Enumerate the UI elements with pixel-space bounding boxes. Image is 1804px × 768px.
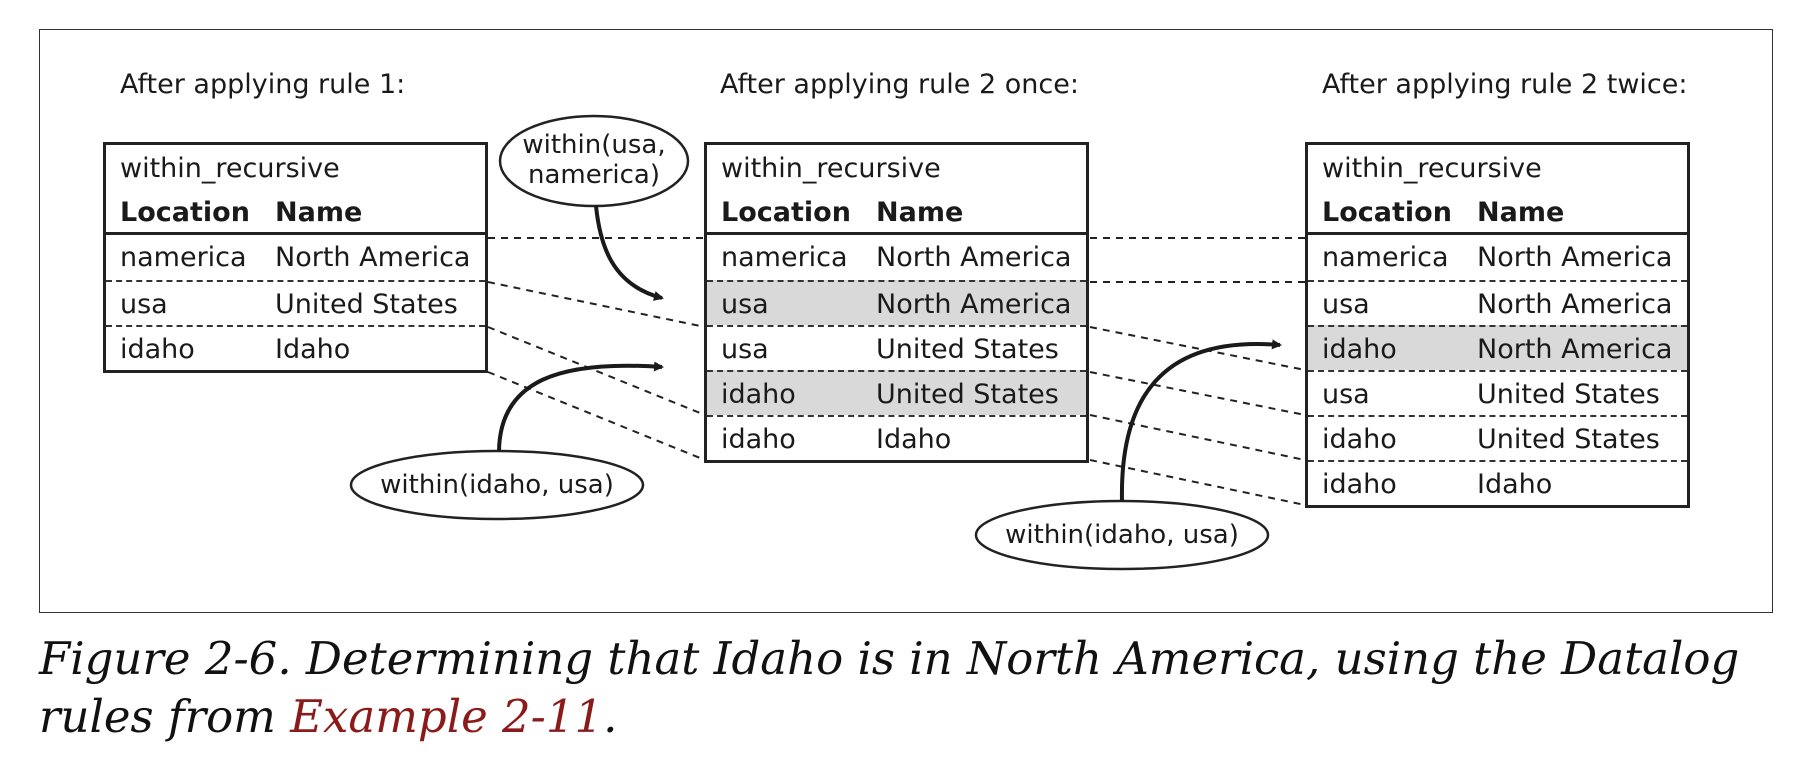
cell-name: Idaho — [1477, 469, 1552, 500]
cell-name: North America — [876, 289, 1071, 320]
arrow-curve — [1122, 344, 1280, 501]
table-row: namerica North America — [707, 235, 1086, 280]
table-header: within_recursive Location Name — [707, 145, 1086, 235]
cell-name: Idaho — [275, 334, 350, 365]
column-headers: Location Name — [721, 199, 1086, 226]
cell-name: Idaho — [876, 424, 951, 455]
figure-caption: Figure 2-6. Determining that Idaho is in… — [39, 630, 1779, 746]
column-location: Location — [120, 199, 275, 226]
cell-name: United States — [1477, 379, 1660, 410]
cell-name: North America — [1477, 334, 1672, 365]
table-header: within_recursive Location Name — [1308, 145, 1687, 235]
connector-line — [1090, 327, 1305, 370]
annotation-within-usa-namerica: within(usa, namerica) — [504, 130, 684, 190]
cell-location: usa — [721, 327, 876, 372]
connector-line — [488, 282, 705, 327]
table-row: idaho Idaho — [707, 415, 1086, 460]
table-rule-1: within_recursive Location Name namerica No… — [103, 142, 488, 373]
annotation-line: within(usa, — [504, 130, 684, 160]
cell-name: North America — [275, 242, 470, 273]
table-row: idaho Idaho — [1308, 460, 1687, 505]
panel-3-heading: After applying rule 2 twice: — [1322, 69, 1687, 100]
table-row: usa United States — [1308, 370, 1687, 415]
table-row: usa North America — [1308, 280, 1687, 325]
table-row: namerica North America — [106, 235, 485, 280]
cell-location: idaho — [120, 327, 275, 372]
cell-name: North America — [1477, 242, 1672, 273]
column-headers: Location Name — [120, 199, 485, 226]
column-location: Location — [1322, 199, 1477, 226]
table-name: within_recursive — [721, 145, 1086, 182]
cell-location: usa — [721, 282, 876, 327]
table-row: idaho Idaho — [106, 325, 485, 370]
cell-location: namerica — [721, 235, 876, 280]
cell-name: United States — [275, 289, 458, 320]
annotation-within-idaho-usa: within(idaho, usa) — [987, 520, 1257, 550]
connector-line — [488, 327, 705, 415]
annotation-line: namerica) — [504, 160, 684, 190]
caption-end: . — [603, 690, 617, 743]
cell-name: United States — [876, 379, 1059, 410]
column-name: Name — [876, 197, 963, 228]
table-header: within_recursive Location Name — [106, 145, 485, 235]
arrow-curve — [596, 206, 662, 298]
table-rule-2-once: within_recursive Location Name namerica No… — [704, 142, 1089, 463]
panel-2-heading: After applying rule 2 once: — [720, 69, 1079, 100]
column-location: Location — [721, 199, 876, 226]
table-row-highlighted: usa North America — [707, 280, 1086, 325]
cell-location: usa — [120, 282, 275, 327]
cell-name: North America — [876, 242, 1071, 273]
caption-link[interactable]: Example 2-11 — [290, 690, 603, 743]
cell-location: usa — [1322, 372, 1477, 417]
connector-line — [488, 372, 705, 460]
table-name: within_recursive — [120, 145, 485, 182]
table-row-highlighted: idaho North America — [1308, 325, 1687, 370]
table-name: within_recursive — [1322, 145, 1687, 182]
table-row: idaho United States — [1308, 415, 1687, 460]
connector-line — [1090, 415, 1305, 460]
arrow-curve — [499, 366, 662, 451]
cell-location: usa — [1322, 282, 1477, 327]
cell-location: namerica — [1322, 235, 1477, 280]
cell-name: United States — [1477, 424, 1660, 455]
table-row: usa United States — [707, 325, 1086, 370]
cell-name: North America — [1477, 289, 1672, 320]
annotation-within-idaho-usa: within(idaho, usa) — [362, 470, 632, 500]
table-rule-2-twice: within_recursive Location Name namerica No… — [1305, 142, 1690, 508]
column-headers: Location Name — [1322, 199, 1687, 226]
connector-line — [1090, 372, 1305, 415]
cell-location: idaho — [721, 417, 876, 462]
cell-location: namerica — [120, 235, 275, 280]
column-name: Name — [1477, 197, 1564, 228]
column-name: Name — [275, 197, 362, 228]
cell-location: idaho — [721, 372, 876, 417]
table-row: usa United States — [106, 280, 485, 325]
cell-location: idaho — [1322, 327, 1477, 372]
cell-location: idaho — [1322, 462, 1477, 507]
cell-location: idaho — [1322, 417, 1477, 462]
table-row: namerica North America — [1308, 235, 1687, 280]
panel-1-heading: After applying rule 1: — [120, 69, 405, 100]
table-row-highlighted: idaho United States — [707, 370, 1086, 415]
cell-name: United States — [876, 334, 1059, 365]
